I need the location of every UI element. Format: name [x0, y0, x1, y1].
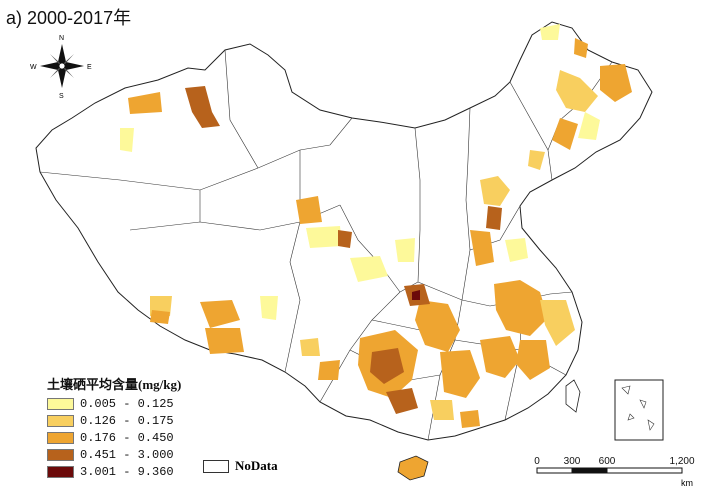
legend-item: 0.005 - 0.125 [47, 395, 181, 412]
legend-swatch [47, 397, 74, 410]
legend-range: 3.001 - 9.360 [80, 464, 174, 479]
scale-unit: km [681, 478, 693, 488]
scale-tick-1: 300 [563, 456, 581, 467]
compass-e: E [87, 64, 92, 71]
compass-rose: N S W E [30, 35, 92, 100]
scale-tick-3: 1,200 [669, 456, 695, 467]
nodata-legend: NoData [203, 458, 278, 474]
hainan-island [397, 455, 429, 481]
legend-swatch [47, 431, 74, 444]
legend-item: 0.126 - 0.175 [47, 412, 181, 429]
south-china-sea-inset [614, 379, 664, 441]
legend-swatch [47, 465, 74, 478]
legend-title: 土壤硒平均含量(mg/kg) [47, 377, 182, 392]
compass-w: W [30, 64, 37, 71]
legend-range: 0.451 - 3.000 [80, 447, 174, 462]
scale-tick-2: 600 [598, 456, 616, 467]
scale-tick-0: 0 [534, 456, 540, 467]
inset-islands [621, 385, 655, 431]
legend-item: 0.176 - 0.450 [47, 429, 181, 446]
legend-range: 0.176 - 0.450 [80, 430, 174, 445]
nodata-label: NoData [235, 458, 278, 473]
scale-bar: 0 300 600 1,200 km [529, 456, 709, 492]
legend-item: 0.451 - 3.000 [47, 446, 181, 463]
taiwan-island [565, 379, 581, 413]
compass-n: N [59, 35, 64, 42]
compass-s: S [59, 93, 64, 100]
legend-swatch [47, 448, 74, 461]
map-title: a) 2000-2017年 [6, 8, 132, 28]
selenium-regions [120, 24, 632, 428]
nodata-swatch [203, 459, 229, 473]
legend-range: 0.126 - 0.175 [80, 413, 174, 428]
legend: 土壤硒平均含量(mg/kg) 0.005 - 0.125 0.126 - 0.17… [47, 374, 181, 480]
legend-swatch [47, 414, 74, 427]
legend-range: 0.005 - 0.125 [80, 396, 174, 411]
legend-item: 3.001 - 9.360 [47, 463, 181, 480]
